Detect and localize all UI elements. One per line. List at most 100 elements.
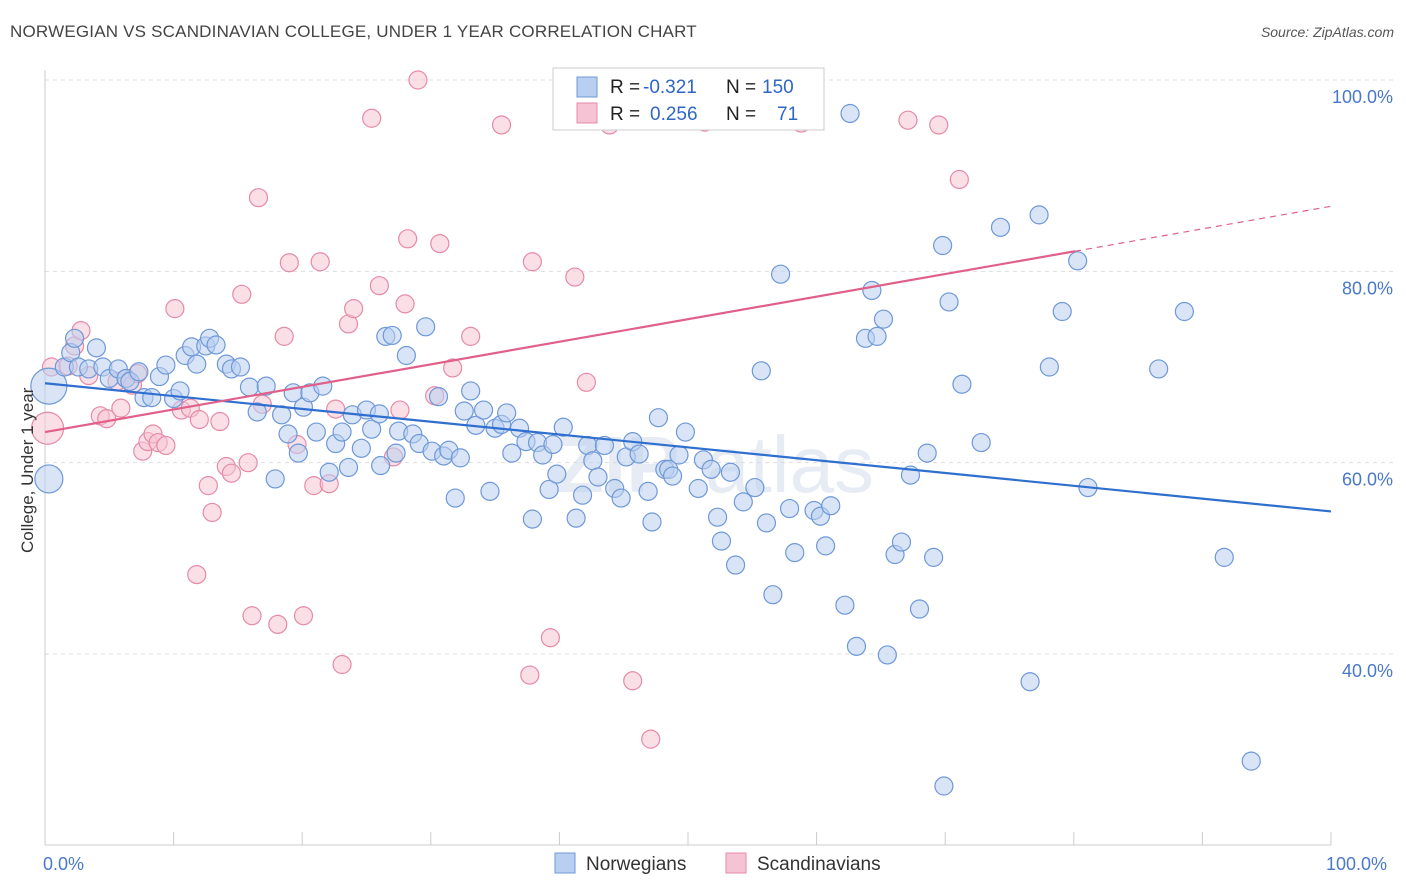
scandinavian-point	[165, 299, 185, 319]
legend-n-label-1: N =	[726, 77, 756, 98]
norwegian-point	[338, 457, 359, 478]
norwegian-point	[247, 402, 267, 422]
norwegian-point	[720, 462, 741, 482]
scandinavian-point	[949, 169, 969, 190]
y-tick-label: 40.0%	[1342, 661, 1393, 681]
norwegian-point	[142, 388, 162, 408]
norwegian-point	[543, 434, 563, 455]
scandinavians-trend-extension	[1074, 205, 1332, 252]
norwegian-point	[1174, 301, 1194, 322]
scandinavian-point	[310, 252, 330, 272]
norwegian-point	[924, 547, 944, 567]
norwegian-point	[522, 509, 542, 529]
norwegian-point	[480, 481, 500, 501]
norwegian-point	[332, 422, 352, 442]
norwegian-point	[594, 435, 615, 456]
norwegian-point	[1241, 751, 1261, 771]
norwegian-point	[319, 462, 339, 482]
norwegian-point	[779, 498, 800, 519]
scandinavian-point	[929, 115, 949, 135]
x-tick-label-max: 100.0%	[1326, 854, 1387, 874]
bottom-legend-norwegians: Norwegians	[586, 854, 686, 875]
norwegian-point	[553, 417, 573, 437]
norwegian-point	[454, 401, 474, 421]
norwegian-point	[733, 492, 753, 512]
norwegian-point	[547, 464, 567, 484]
norwegian-point	[816, 536, 836, 556]
legend-r-value-2: 0.256	[650, 104, 698, 125]
norwegian-point	[450, 448, 470, 468]
scandinavian-point	[443, 358, 463, 378]
scandinavian-point	[623, 671, 643, 691]
norwegian-point	[867, 326, 887, 346]
norwegian-point	[707, 507, 728, 527]
norwegian-point	[129, 362, 149, 382]
norwegian-point	[187, 354, 207, 374]
norwegian-point	[909, 599, 930, 619]
bottom-legend-swatch-norwegians	[554, 852, 576, 874]
norwegian-point	[990, 217, 1011, 237]
norwegian-point	[156, 355, 176, 375]
correlation-legend: R = -0.321 N = 150 R = 0.256 N = 71	[552, 67, 825, 131]
norwegian-point	[369, 404, 389, 424]
norwegian-point	[821, 496, 841, 516]
norwegian-point	[288, 443, 308, 463]
scandinavian-point	[238, 453, 258, 473]
legend-n-value-2: 71	[777, 104, 798, 125]
norwegian-point	[566, 508, 586, 528]
norwegian-point	[873, 309, 894, 329]
norwegian-point	[611, 488, 631, 508]
scandinavian-point	[156, 435, 176, 456]
legend-swatch-norwegians	[576, 76, 598, 98]
legend-r-label-1: R =	[610, 77, 640, 98]
norwegian-point	[840, 103, 860, 124]
y-tick-label: 100.0%	[1332, 87, 1393, 107]
norwegian-point	[583, 451, 603, 471]
norwegian-point	[362, 419, 382, 439]
norwegian-point	[256, 376, 276, 396]
norwegian-point	[1052, 301, 1072, 322]
norwegian-point	[756, 513, 777, 533]
norwegian-point	[497, 403, 517, 423]
norwegian-point	[846, 636, 867, 656]
norwegian-point	[952, 374, 972, 394]
norwegian-point	[306, 422, 326, 442]
norwegian-point	[382, 325, 402, 346]
norwegian-point	[1068, 251, 1088, 271]
norwegian-point	[265, 469, 285, 489]
scandinavian-point	[210, 411, 230, 432]
gridlines	[45, 79, 1393, 655]
norwegian-point	[669, 445, 689, 465]
scandinavian-point	[540, 628, 560, 648]
scandinavian-point	[279, 253, 299, 273]
scandinavian-point	[565, 267, 585, 287]
norwegian-point	[770, 264, 791, 284]
legend-r-label-2: R =	[610, 104, 640, 125]
norwegian-point	[971, 432, 991, 453]
legend-n-label-2: N =	[726, 104, 756, 125]
scandinavian-point	[520, 665, 540, 685]
norwegian-point	[64, 328, 85, 348]
norwegian-point	[648, 408, 669, 428]
norwegian-point	[877, 645, 897, 665]
series-legend: Norwegians Scandinavians	[554, 852, 881, 875]
scandinavian-point	[221, 463, 242, 483]
norwegian-point	[445, 488, 465, 508]
norwegian-point	[785, 542, 805, 563]
norwegian-point	[725, 555, 746, 575]
scandinavian-point	[398, 229, 418, 249]
scandinavian-point	[232, 284, 252, 304]
norwegian-point	[34, 464, 64, 494]
norwegian-point	[763, 585, 783, 605]
legend-swatch-scandinavians	[576, 102, 598, 124]
norwegian-point	[745, 477, 765, 498]
norwegian-point	[1039, 357, 1059, 377]
scandinavian-point	[369, 276, 389, 296]
norwegian-point	[642, 512, 662, 532]
norwegian-point	[428, 387, 449, 407]
norwegian-point	[386, 443, 406, 463]
scandinavian-point	[248, 188, 269, 208]
scandinavian-point	[408, 70, 428, 90]
norwegian-point	[835, 595, 855, 615]
